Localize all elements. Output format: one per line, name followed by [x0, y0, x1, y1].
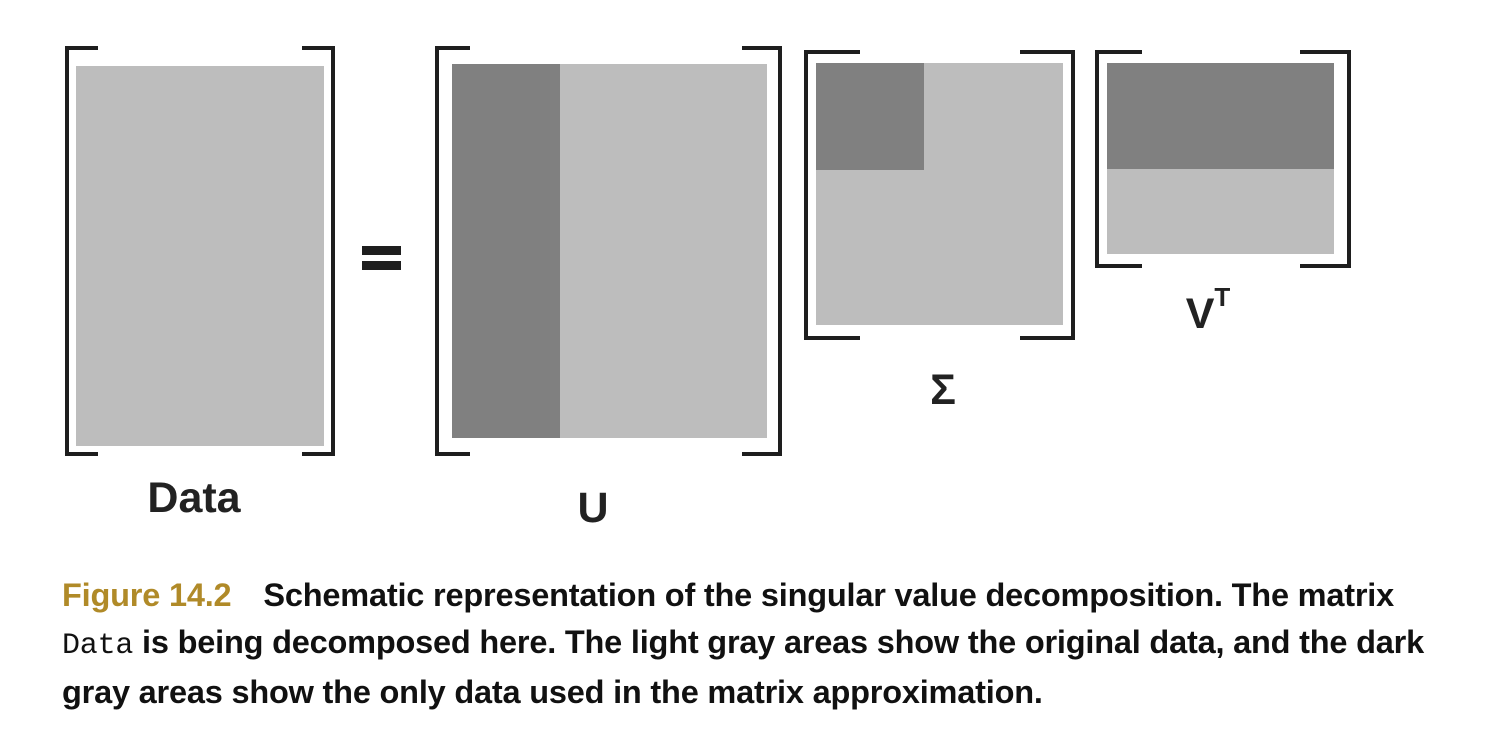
sigma-matrix-label: Σ	[930, 366, 956, 414]
u-matrix-label: U	[577, 484, 608, 532]
data-matrix: Data	[65, 46, 335, 522]
data-matrix-label: Data	[147, 474, 241, 522]
data-matrix-right-bracket	[302, 46, 335, 456]
vt-matrix-left-bracket	[1095, 50, 1142, 268]
figure-caption: Figure 14.2 Schematic representation of t…	[62, 572, 1462, 716]
equals-sign	[362, 246, 401, 270]
caption-text-part1: Schematic representation of the singular…	[263, 577, 1394, 613]
vt-matrix-label-superscript: T	[1214, 282, 1230, 312]
figure-number: Figure 14.2	[62, 577, 232, 613]
sigma-matrix-left-bracket	[804, 50, 860, 340]
equals-sign-bottom-bar	[362, 261, 401, 270]
caption-text-part2: is being decomposed here. The light gray…	[62, 623, 1424, 711]
vt-matrix-right-bracket	[1300, 50, 1351, 268]
u-matrix: U	[435, 46, 782, 532]
svd-diagram: Data U Σ VT	[65, 46, 1351, 532]
sigma-matrix: Σ	[804, 50, 1075, 414]
vt-matrix-used-rows	[1107, 63, 1334, 169]
sigma-matrix-used-block	[816, 63, 924, 170]
equals-sign-top-bar	[362, 246, 401, 255]
vt-matrix: VT	[1095, 50, 1351, 338]
vt-matrix-label: V	[1186, 290, 1215, 338]
svg-text:VT: VT	[1186, 282, 1231, 338]
u-matrix-right-bracket	[742, 46, 782, 456]
u-matrix-left-bracket	[435, 46, 470, 456]
sigma-matrix-right-bracket	[1020, 50, 1075, 340]
caption-code-data: Data	[62, 628, 134, 663]
u-matrix-used-columns	[452, 64, 560, 438]
data-matrix-left-bracket	[65, 46, 98, 456]
data-matrix-fill	[76, 66, 324, 446]
